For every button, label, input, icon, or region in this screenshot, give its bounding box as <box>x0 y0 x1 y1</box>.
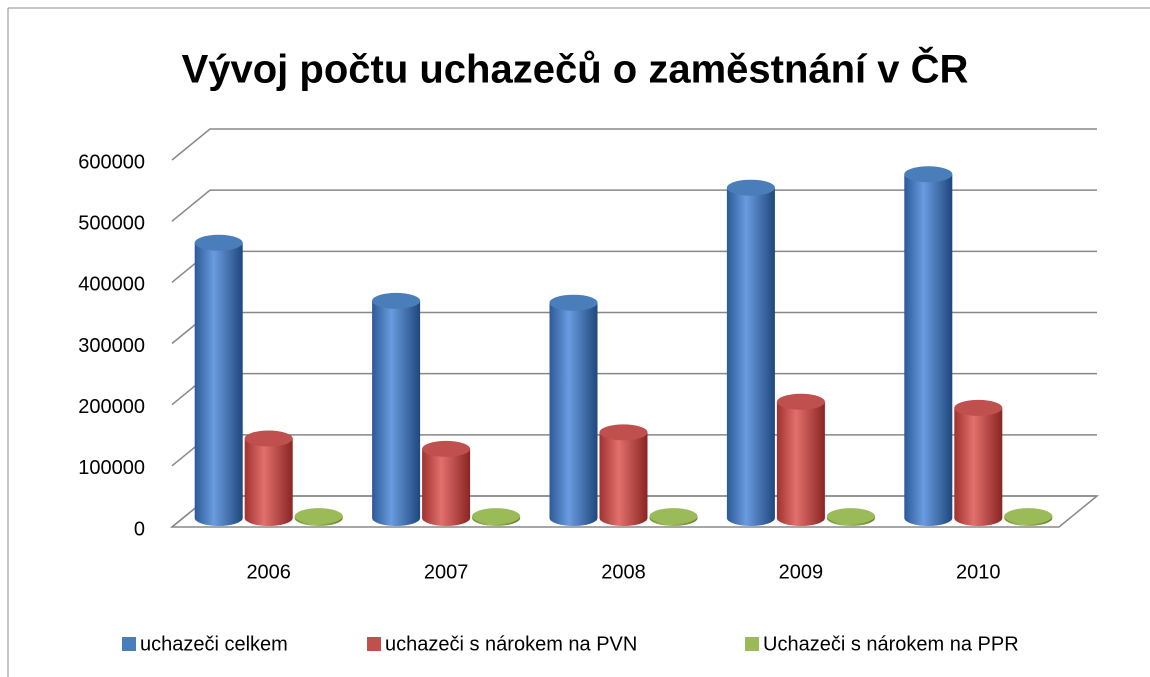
grid-line <box>171 311 1097 345</box>
x-tick-label: 2008 <box>601 561 646 583</box>
bar <box>776 393 825 526</box>
bar-part <box>244 438 293 526</box>
bar <box>294 508 343 526</box>
bar <box>244 430 293 526</box>
bar <box>726 179 775 526</box>
legend-swatch <box>122 637 136 651</box>
grid-line <box>171 189 1097 222</box>
bar <box>472 508 521 526</box>
bar-part <box>826 508 875 525</box>
bar <box>372 292 421 526</box>
x-tick-label: 2006 <box>246 561 291 583</box>
bar-part <box>194 234 243 251</box>
y-tick-label: 500000 <box>78 212 145 234</box>
bar-part <box>776 401 825 526</box>
bar-part <box>422 440 471 457</box>
bar <box>599 424 648 526</box>
bar <box>904 166 953 526</box>
grid-line <box>171 128 1097 161</box>
bar-part <box>372 300 421 526</box>
bar-part <box>422 448 471 526</box>
bar-part <box>1004 508 1053 525</box>
bar-part <box>194 242 243 526</box>
bar-part <box>904 174 953 526</box>
x-tick-label: 2010 <box>956 561 1001 583</box>
legend-swatch <box>745 637 759 651</box>
bar-part <box>599 424 648 441</box>
bar-part <box>904 166 953 183</box>
bar <box>649 508 698 526</box>
legend-label: Uchazeči s nárokem na PPR <box>763 633 1019 655</box>
y-tick-label: 400000 <box>78 274 145 296</box>
bar-part <box>472 508 521 525</box>
y-tick-label: 0 <box>134 518 145 540</box>
legend-label: uchazeči celkem <box>140 633 288 655</box>
bar <box>1004 508 1053 526</box>
x-tick-label: 2007 <box>424 561 469 583</box>
legend-swatch <box>367 637 381 651</box>
bar <box>954 399 1003 526</box>
bar <box>549 294 598 526</box>
bar-part <box>954 407 1003 526</box>
bar <box>422 440 471 526</box>
bar-part <box>649 508 698 525</box>
bar <box>194 234 243 526</box>
y-tick-label: 100000 <box>78 457 145 479</box>
y-tick-label: 200000 <box>78 396 145 418</box>
x-tick-label: 2009 <box>779 561 824 583</box>
bar-part <box>372 292 421 309</box>
bar-part <box>776 393 825 410</box>
bar-part <box>244 430 293 447</box>
bar-part <box>294 508 343 525</box>
grid-line <box>171 372 1097 406</box>
y-tick-label: 600000 <box>78 151 145 173</box>
legend-label: uchazeči s nárokem na PVN <box>385 633 637 655</box>
grid-line <box>171 250 1097 283</box>
bar-part <box>726 187 775 526</box>
chart-title: Vývoj počtu uchazečů o zaměstnání v ČR <box>182 46 969 92</box>
bar <box>826 508 875 526</box>
bar-part <box>599 432 648 526</box>
bar-part <box>954 399 1003 416</box>
bar-part <box>549 294 598 311</box>
bar-part <box>549 302 598 526</box>
bar-part <box>726 179 775 196</box>
y-tick-label: 300000 <box>78 335 145 357</box>
